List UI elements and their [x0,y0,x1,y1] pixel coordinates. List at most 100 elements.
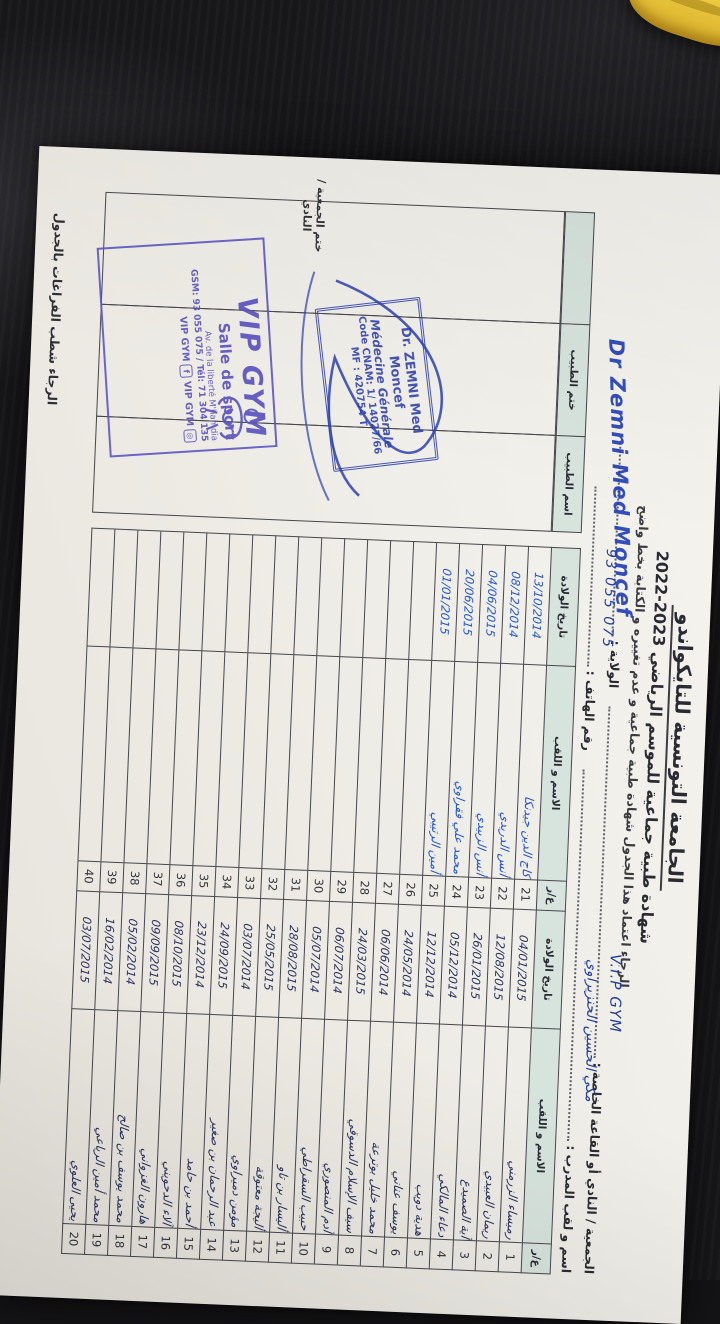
entry-name-handwriting: دعاء المالكي [435,1172,452,1238]
entry-number: 9 [314,1234,339,1266]
entry-name-handwriting: محمد علي فقراوي [450,780,468,876]
entry-number: 23 [467,877,492,909]
gym-social-handle-b: VIP GYM [181,380,196,427]
footer-note: الرجاء شطب الفراغات بالجدول [44,212,68,406]
doctor-stamp-column-header: ختم الطبيب [555,323,591,438]
entry-number: 6 [383,1236,408,1268]
entry-name-handwriting: أحمد بن حامد [182,1157,199,1228]
facebook-icon: f [179,364,193,379]
doctor-name-column-header: اسم الطبيب [551,434,586,534]
entry-number: 37 [145,863,170,895]
entry-dob-handwriting: 01/01/2015 [437,567,455,636]
entry-dob-handwriting: 04/06/2015 [483,569,500,638]
doctor-stamp: Dr. ZEMNI Med Moncef Médecine Générale C… [314,296,439,472]
coach-label: اسم و لقب المدرب : [558,1145,579,1274]
entry-dob-handwriting: 20/06/2015 [460,568,477,637]
entry-number: 34 [214,866,239,898]
entry-number: 12 [245,1231,270,1263]
entry-name-handwriting: كاج الدين جيدنكا [519,794,537,879]
entry-number: 17 [130,1226,155,1258]
entry-dob-handwriting: 12/08/2015 [491,933,508,1002]
roster-body: 1 رميساء الزرمني 04/01/2015 21 كاج الدين… [61,528,552,1273]
entry-number: 40 [76,860,101,892]
entry-dob-handwriting: 03/07/2015 [77,916,95,985]
phone-label: رقم الهاتف : [580,670,599,752]
entry-name-handwriting: آدم المنصوري [320,1161,337,1234]
entry-dob-handwriting: 06/06/2014 [376,928,393,997]
entry-dob-handwriting: 04/01/2015 [514,934,531,1003]
entry-number: 15 [176,1228,201,1260]
entry-number: 3 [452,1239,477,1271]
entry-number: 30 [306,870,331,902]
entry-number: 10 [291,1233,316,1265]
entry-name-handwriting: حبيب السقراطي [297,1146,315,1233]
entry-dob-handwriting: 09/09/2015 [146,919,164,988]
entry-name-handwriting: رميساء الزرمني [504,1159,521,1241]
entry-number: 20 [61,1223,86,1255]
entry-dob-handwriting: 12/12/2014 [422,930,439,999]
entry-name-handwriting: آية الصميدع [458,1178,475,1239]
entry-number: 4 [429,1238,454,1270]
entry-dob-handwriting: 08/12/2014 [506,570,523,639]
entry-number: 16 [153,1227,178,1259]
entry-name-handwriting: أنس الدريدي [496,811,513,878]
entry-dob-handwriting: 28/08/2015 [284,924,301,993]
entry-number: 1 [498,1241,523,1273]
entry-number: 29 [329,871,354,903]
entry-name-handwriting: ريمان العبيدي [481,1169,498,1240]
entry-name-handwriting: محمد يوسف بن صالح [113,1113,132,1225]
col-header-num-right: ع/ر [521,1242,552,1274]
entry-dob-handwriting: 16/02/2014 [100,917,118,986]
yellow-object-ridge [647,0,720,24]
entry-number: 21 [513,879,538,911]
gym-social-handle-a: VIP GYM [177,316,191,362]
medical-certificate-paper: الجامعة التونسية للتايكواندو شهادة طبية … [0,146,720,1324]
entry-dob-handwriting: 03/07/2014 [238,922,255,991]
entry-dob-handwriting: 24/09/2015 [215,921,232,990]
entry-number: 33 [237,867,262,899]
gym-stamp: VIP GYM Salle de sport Av. de la liberté… [96,237,278,458]
entry-dob-handwriting: 23/12/2014 [192,920,210,990]
entry-number: 19 [84,1224,109,1256]
entry-name-handwriting: عبد الرحمان بن صغير [205,1118,224,1229]
phone-dotted-field: 93 055 075 [587,486,619,667]
entry-number: 32 [260,868,285,900]
entry-dob-handwriting: 05/07/2014 [307,925,324,994]
entry-name-handwriting: أليسار بن تاو [274,1165,291,1232]
entry-number: 2 [475,1240,500,1272]
entry-name-handwriting: أليجة معتوقة [251,1165,268,1231]
entry-number: 11 [268,1232,293,1264]
club-handwritten-value: V.I.P GYM [606,953,625,1034]
entry-number: 18 [107,1225,132,1257]
entry-name-handwriting: يحيى العلوي [67,1159,84,1223]
entry-name-handwriting: آلاء الدحويني [159,1160,176,1227]
instagram-icon: ◎ [183,429,198,443]
coach-handwritten-value: مكي الحسين الحنزيراوي [581,958,600,1102]
entry-number: 38 [122,862,147,894]
entry-number: 36 [168,864,193,896]
entry-number: 31 [283,869,308,901]
entry-number: 13 [222,1230,247,1262]
entry-name-handwriting: مؤمن دميراوي [228,1154,245,1230]
entry-dob-handwriting: 24/05/2014 [399,929,416,998]
entry-name-handwriting: أنس الزبيدي [473,812,490,877]
col-header-num-left: ع/ر [536,880,567,912]
club-stamp-label: ختم الجمعية / النادي [300,178,329,253]
entry-number: 27 [375,873,400,905]
col-header-dob-right: تاريخ الولادة [531,910,566,1030]
entry-name-handwriting: هدية دويب [412,1182,429,1237]
entry-number: 26 [398,874,423,906]
entry-dob-handwriting: 06/07/2014 [330,926,347,995]
entry-name-handwriting: محمد أمين الرياعي [90,1126,108,1224]
entry-number: 8 [337,1235,362,1266]
entry-dob-handwriting: 26/01/2015 [468,932,485,1001]
entry-name-handwriting: يوسف عناني [389,1170,406,1236]
entry-dob-handwriting: 24/03/2015 [353,927,370,996]
roster-table: ع/ر الاسم و اللقب تاريخ الولادة ع/ر الاس… [61,528,581,1275]
entry-name-handwriting: محمد خليل بوترعة [366,1140,384,1236]
entry-dob-handwriting: 13/10/2014 [529,571,546,640]
entry-number: 24 [444,876,469,908]
entry-dob-handwriting: 08/10/2015 [169,920,187,989]
entry-name-handwriting: هارون الغزواني [136,1147,154,1226]
entry-dob-handwriting: 05/02/2014 [123,918,141,987]
